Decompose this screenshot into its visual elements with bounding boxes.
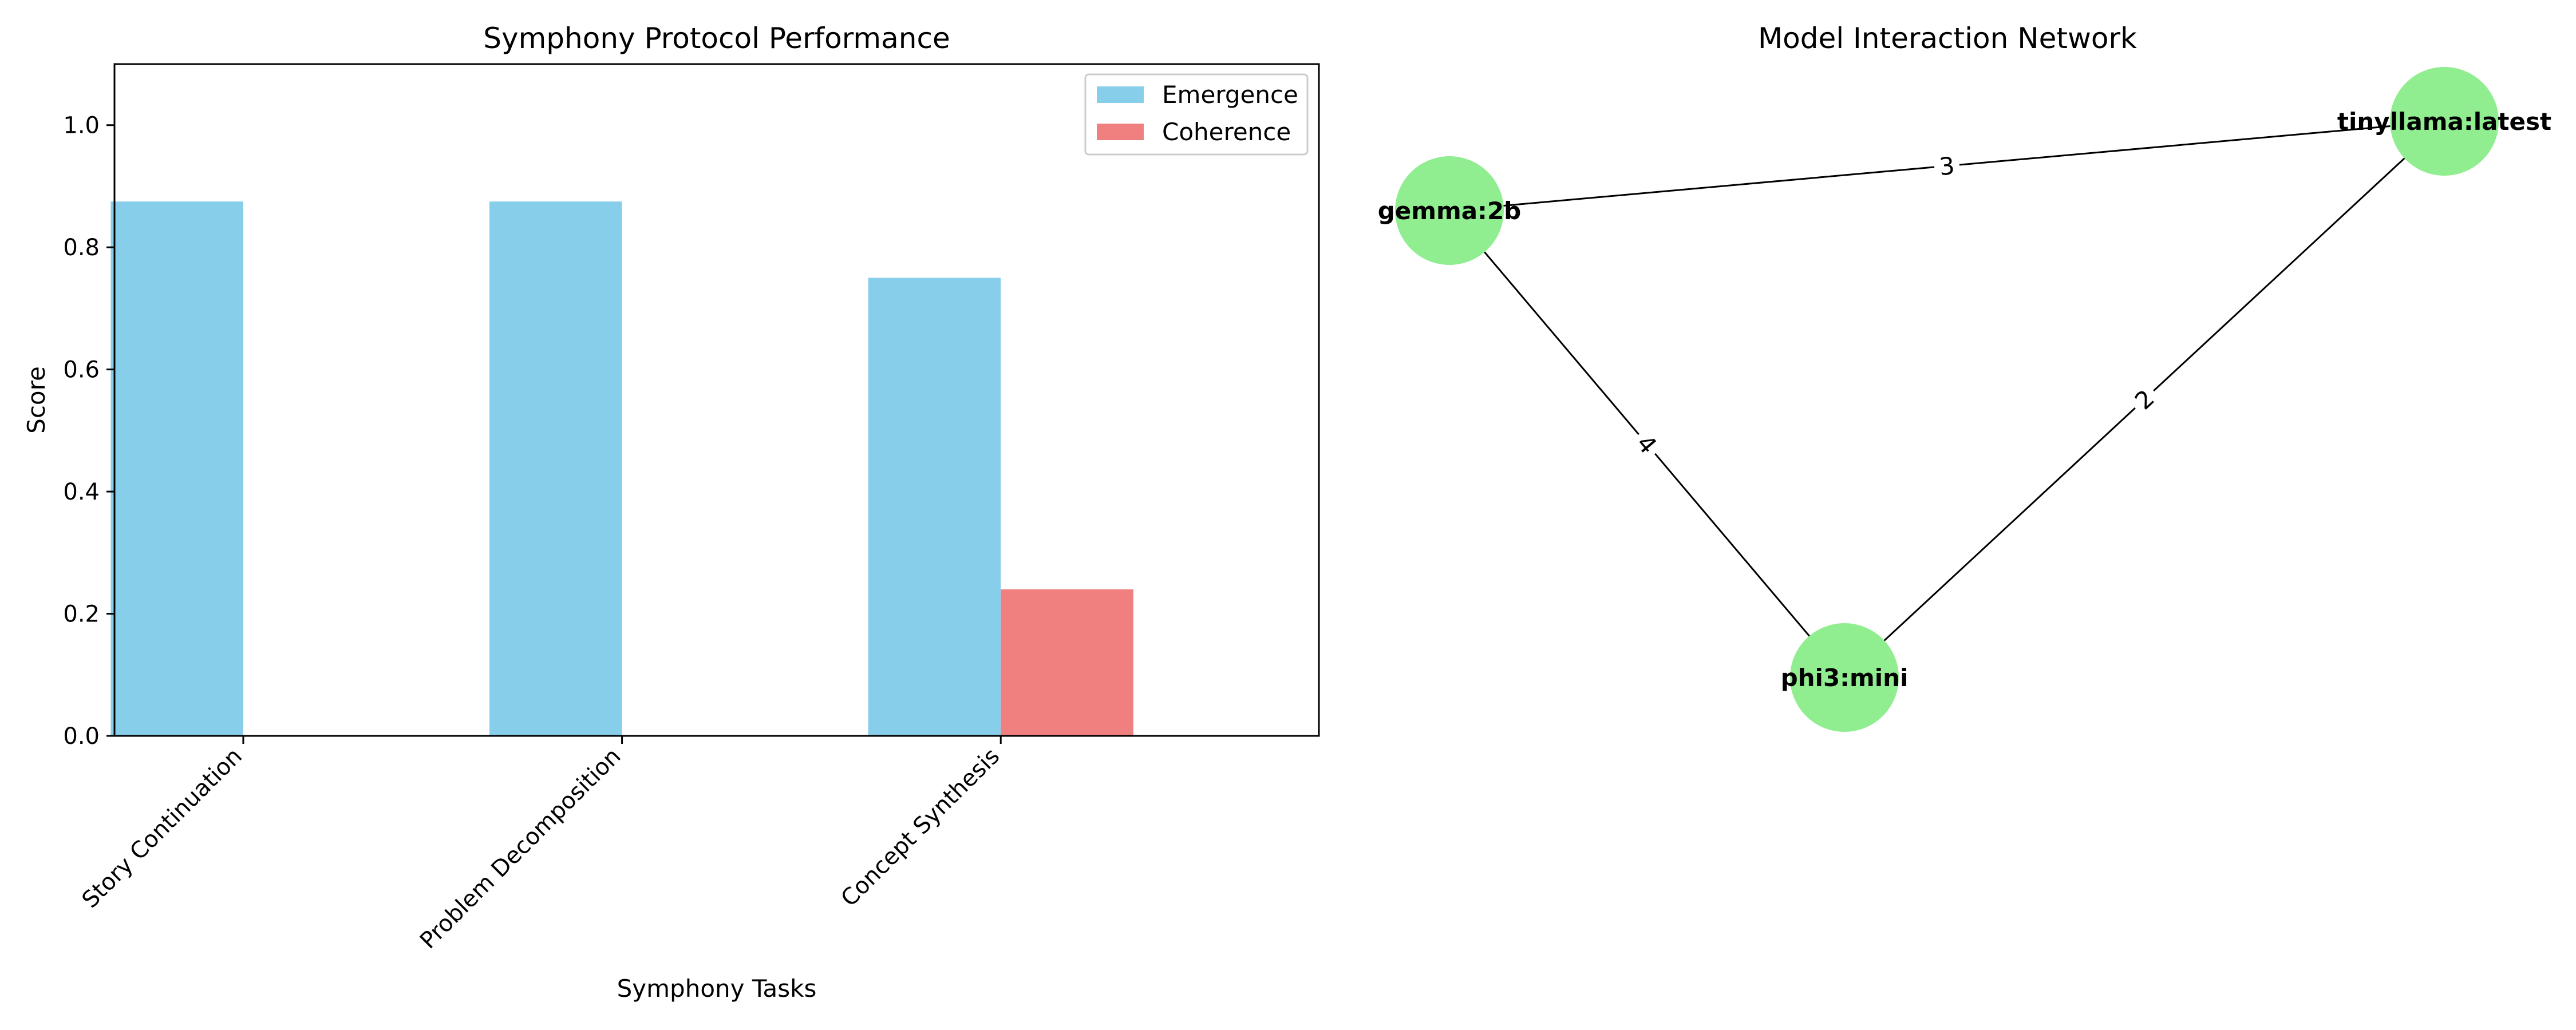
y-tick-label: 0.8 (63, 235, 100, 261)
x-tick-label-story-continuation: Story Continuation (77, 743, 248, 914)
edge-label-gemma-2b-tinyllama-latest: 3 (1933, 150, 1961, 182)
network-edges: 3 4 2 (1448, 120, 2445, 679)
legend-swatch-coherence (1097, 124, 1144, 140)
x-axis-label: Symphony Tasks (617, 974, 817, 1003)
x-tick-label-problem-decomposition: Problem Decomposition (415, 743, 626, 954)
legend-label-emergence: Emergence (1162, 81, 1298, 109)
y-tick-label: 0.2 (63, 601, 100, 628)
y-axis: 0.0 0.2 0.4 0.6 0.8 1.0 (63, 113, 114, 750)
edge-label-gemma-2b-phi3-mini: 4 (1627, 425, 1667, 464)
bar-emergence-story-continuation (110, 201, 243, 736)
y-tick-label: 0.6 (63, 357, 100, 383)
legend: Emergence Coherence (1084, 73, 1309, 156)
node-tinyllama-latest (2390, 67, 2499, 176)
y-tick-label: 0.0 (63, 723, 100, 750)
bar-emergence-problem-decomposition (489, 201, 622, 736)
y-tick-label: 1.0 (63, 113, 100, 139)
y-tick-label: 0.4 (63, 479, 100, 505)
network-node-labels: gemma:2b tinyllama:latest phi3:mini (1378, 108, 2551, 692)
network-panel: Model Interaction Network 3 4 2 gemma:2b ti… (1378, 22, 2551, 732)
svg-text:3: 3 (1938, 152, 1956, 181)
edge-label-phi3-mini-tinyllama-latest: 2 (2125, 379, 2164, 419)
y-axis-label: Score (22, 366, 50, 434)
node-label-gemma-2b: gemma:2b (1378, 197, 1522, 225)
bar-chart-panel: Symphony Protocol Performance 0.00.20.40… (22, 22, 1320, 1003)
legend-label-coherence: Coherence (1162, 118, 1291, 146)
node-phi3-mini (1790, 623, 1899, 732)
plot-frame (113, 63, 1320, 737)
bar-coherence-concept-synthesis (1001, 589, 1133, 736)
legend-swatch-emergence (1097, 86, 1144, 103)
bar-emergence-concept-synthesis (868, 278, 1001, 736)
x-tick-label-concept-synthesis: Concept Synthesis (836, 743, 1005, 912)
network-title: Model Interaction Network (1758, 22, 2137, 55)
node-label-tinyllama-latest: tinyllama:latest (2337, 108, 2551, 136)
node-label-phi3-mini: phi3:mini (1781, 664, 1909, 692)
node-gemma-2b (1395, 156, 1504, 265)
bar-marks (110, 201, 1133, 736)
x-axis: Story Continuation Problem Decomposition C… (77, 736, 1005, 954)
network-nodes (1395, 67, 2499, 732)
bar-chart-title: Symphony Protocol Performance (483, 22, 950, 55)
